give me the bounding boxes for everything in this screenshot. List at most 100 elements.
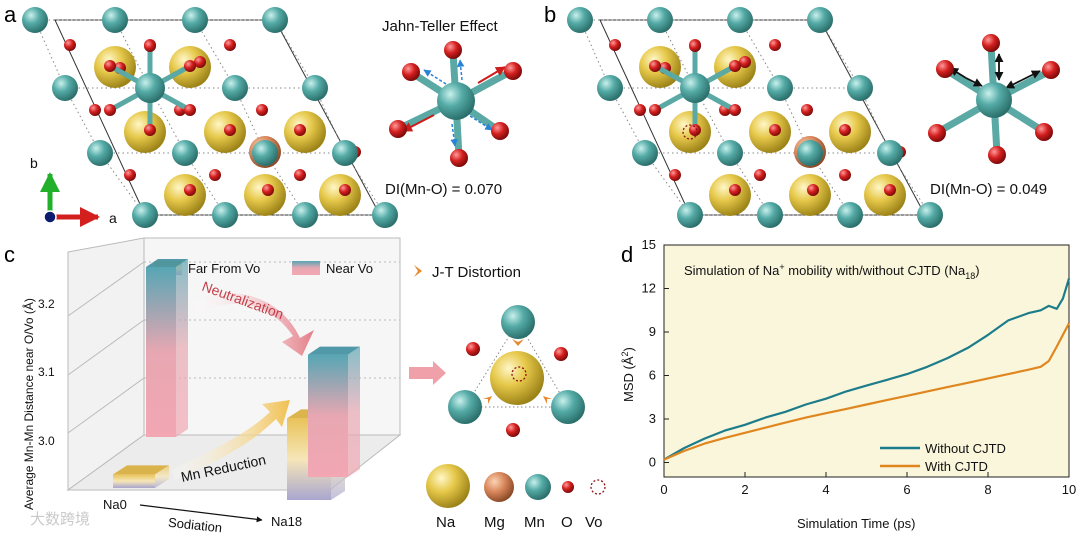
msd-ytick: 9 [649,324,656,339]
mn-atom [632,140,658,166]
mn-atom [717,140,743,166]
mn-atom [757,202,783,228]
legend-without-label: Without CJTD [925,441,1006,456]
na-atom [709,174,751,216]
msd-axes: 0 2 4 6 8 10 0 3 6 9 12 15 [642,237,1077,497]
msd-xtick: 6 [903,482,910,497]
o-atom [262,184,274,196]
o-atom [807,184,819,196]
mn-atom [837,202,863,228]
o-atom [649,104,661,116]
legend-far-label: Far From Vo [188,261,260,276]
na-atom [864,174,906,216]
mn-atom [597,75,623,101]
mn-atom [252,140,278,166]
o-atom [209,169,221,181]
o-atom [224,39,236,51]
panel-a: a b a Jahn-Teller Effect [4,2,522,228]
mn-center-atom [680,73,710,103]
msd-title: Simulation of Na+ mobility with/without … [684,262,980,281]
o-atom-icon [562,481,574,493]
watermark: 大数跨境 [30,510,90,528]
mn-atom [102,7,128,33]
mn-atom [262,7,288,33]
panel-b: b DI(Mn-O) = 0.049 [544,2,1060,228]
atom-mn: Mn [524,514,545,531]
legend-near-label: Near Vo [326,261,373,276]
o-atom [104,104,116,116]
y-tick-labels: 3.0 3.1 3.2 [38,297,55,448]
ytick-3.1: 3.1 [38,365,55,379]
legend-swatch-near [292,261,320,275]
o-atom [689,40,701,52]
o-atom [689,124,701,136]
xcat-na18: Na18 [271,514,302,529]
mn-atom [332,140,358,166]
mn-atom [132,202,158,228]
o-atom [104,60,116,72]
oxygen-vacancy [682,124,698,140]
mn-center-atom [135,73,165,103]
msd-xtick: 8 [984,482,991,497]
msd-legend: Without CJTD With CJTD [880,441,1006,474]
arrow-right-icon [409,361,446,385]
bar-na0-near [146,259,188,437]
o-atom [144,124,156,136]
axis-indicator: b a [30,155,117,227]
mn-atom [677,202,703,228]
di-value-b: DI(Mn-O) = 0.049 [930,181,1047,198]
msd-ytick: 0 [649,455,656,470]
o-atom [769,39,781,51]
msd-x-axis-label: Simulation Time (ps) [797,516,915,531]
mn-atom [647,7,673,33]
o-atom [184,184,196,196]
atom-vo: Vo [585,514,603,531]
o-atom [649,60,661,72]
mn-atom [372,202,398,228]
sodiation-axis: Sodiation [139,504,263,536]
mn-atom [222,75,248,101]
sodiation-label: Sodiation [167,515,222,536]
o-atom [224,124,236,136]
mn-atom [917,202,943,228]
o-atom [769,124,781,136]
na-atom [164,174,206,216]
mn-atom [567,7,593,33]
o-atom [184,60,196,72]
atom-na: Na [436,514,456,531]
o-atom [729,104,741,116]
msd-ytick: 3 [649,411,656,426]
o-atom [194,56,206,68]
msd-xtick: 0 [660,482,667,497]
panel-d-label: d [621,242,633,267]
mg-atom-icon [484,472,514,502]
xcat-na0: Na0 [103,497,127,512]
panel-a-lattice [22,7,398,228]
o-atom [339,184,351,196]
na-atom [319,174,361,216]
series-with-cjtd [663,322,1070,461]
mn-atom [292,202,318,228]
o-atom [144,40,156,52]
msd-ytick: 15 [642,237,656,252]
o-atom [729,184,741,196]
ytick-3.2: 3.2 [38,297,55,311]
mn-atom [52,75,78,101]
o-atom [294,124,306,136]
o-atom [669,169,681,181]
mn-atom [797,140,823,166]
o-atom [839,124,851,136]
c-y-axis-label: Average Mn-Mn Distance near O/Vo (Å) [21,298,36,510]
o-atom [294,169,306,181]
ytick-3.0: 3.0 [38,434,55,448]
mn-atom [172,140,198,166]
msd-y-axis-label: MSD (Å2) [620,347,636,402]
bars-3d [113,259,360,500]
msd-xtick: 4 [822,482,829,497]
o-atom [184,104,196,116]
axis-a-label: a [109,210,117,226]
series-without-cjtd [663,278,1071,461]
o-atom [739,56,751,68]
na-atom-icon [426,464,470,508]
